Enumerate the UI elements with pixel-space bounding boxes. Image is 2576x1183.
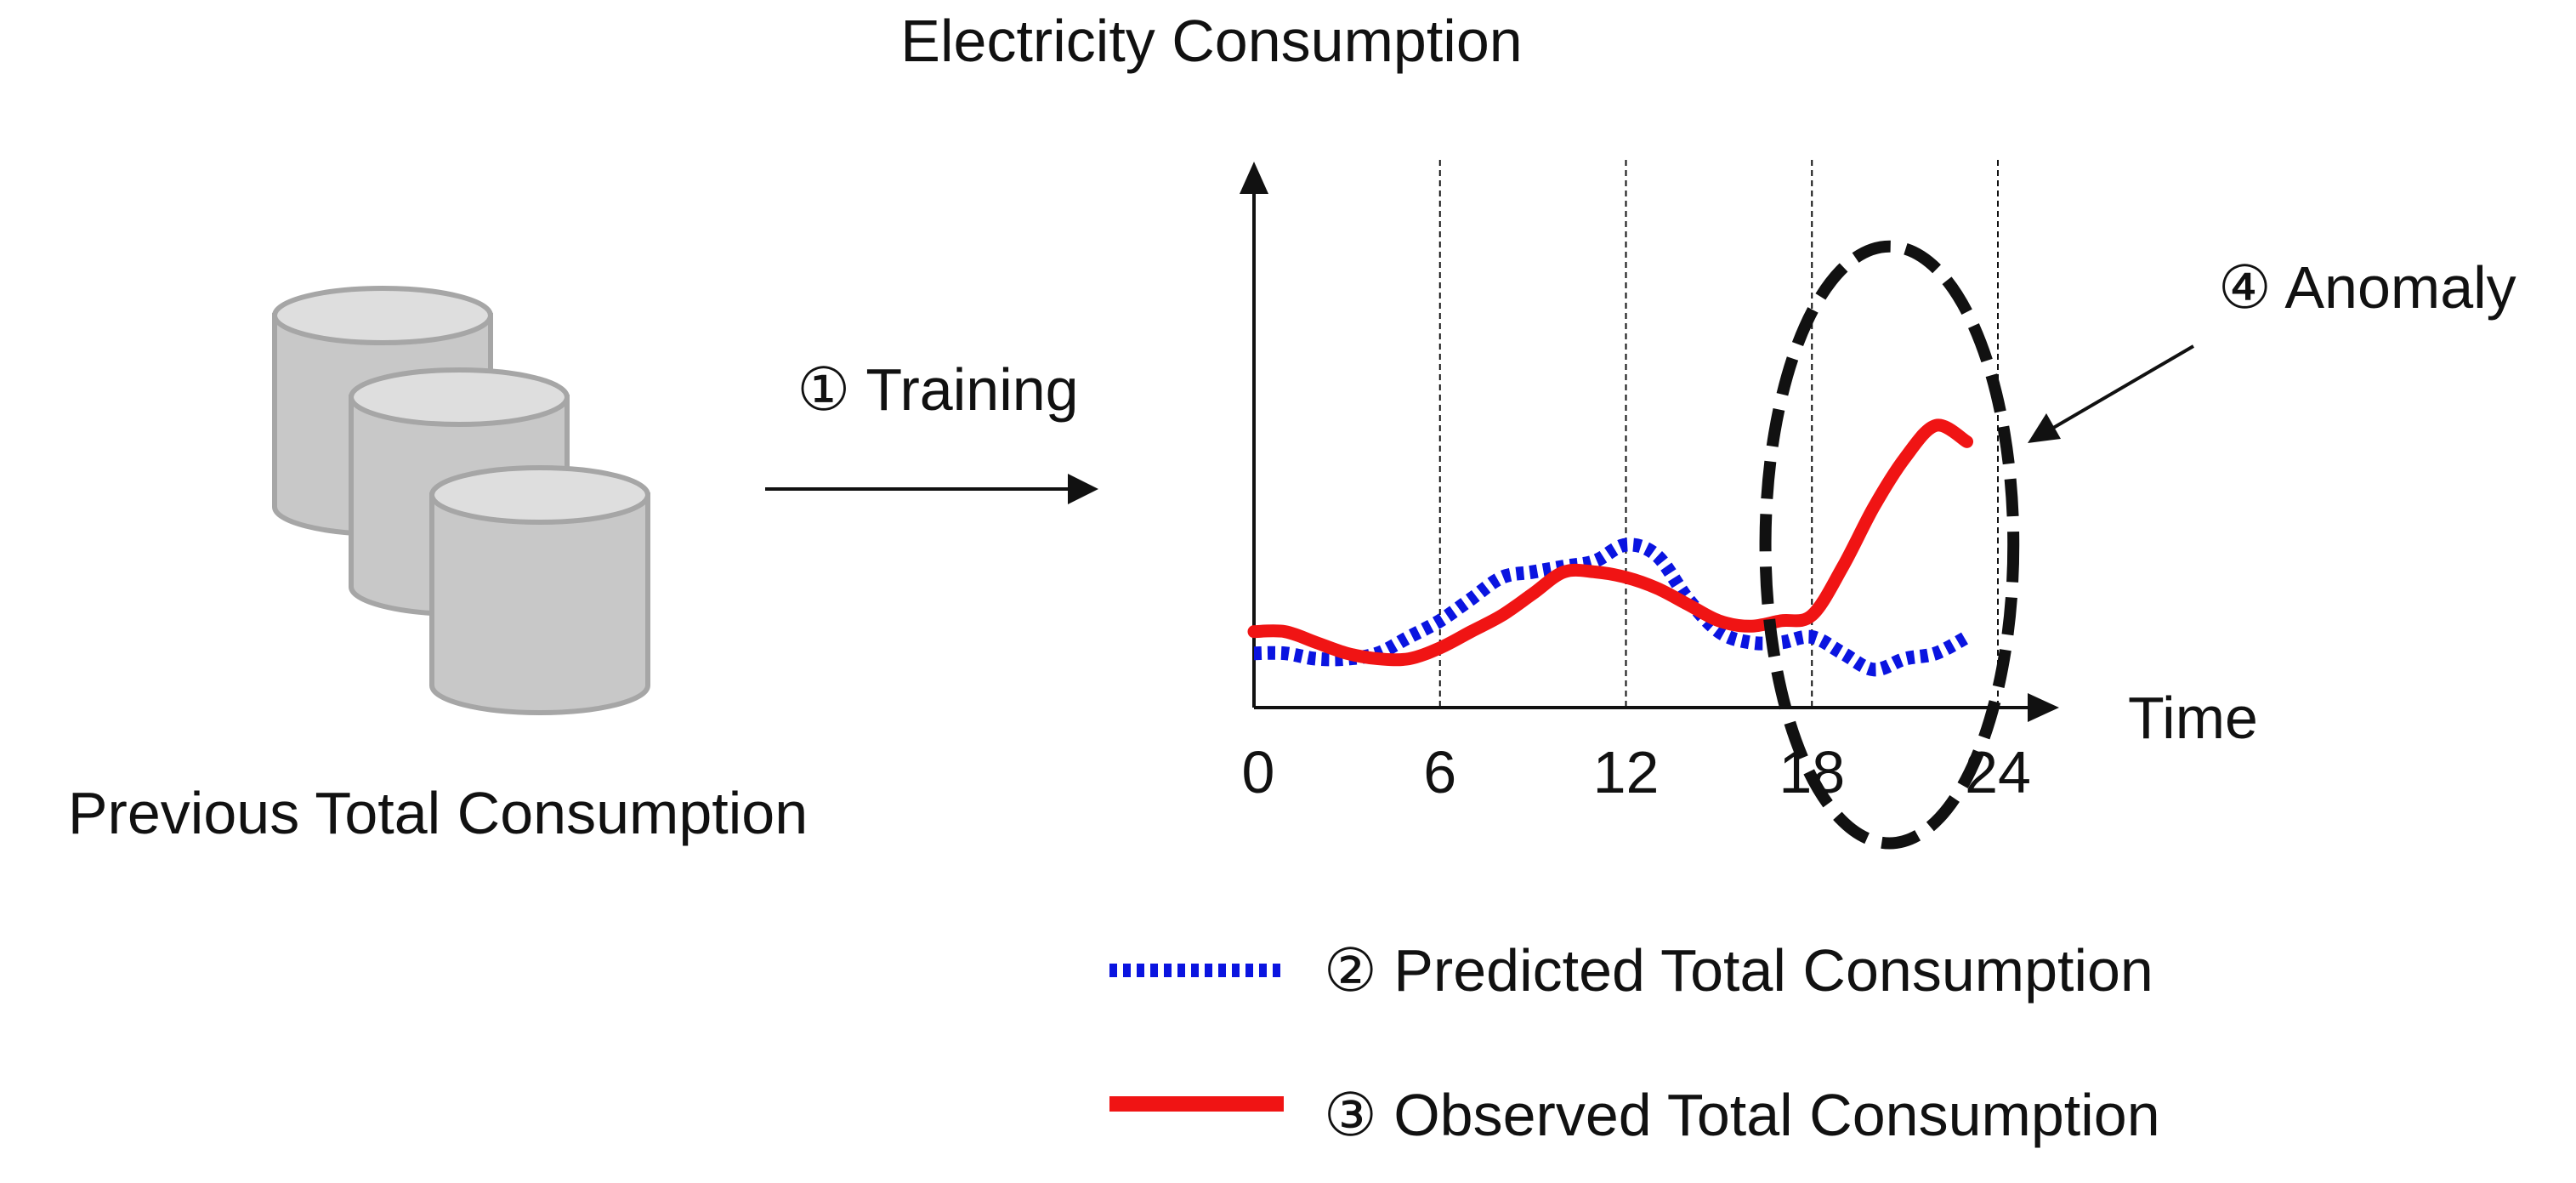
x-tick-labels: 0 6 12 18 24 xyxy=(1242,739,2031,805)
x-tick-label: 12 xyxy=(1593,739,1660,805)
y-axis-arrowhead xyxy=(1240,162,1268,194)
chart-title: Electricity Consumption xyxy=(900,8,1522,74)
database-icon xyxy=(272,286,650,715)
database-cylinder xyxy=(429,465,650,715)
legend: ② Predicted Total Consumption ③ Observed… xyxy=(1109,937,2160,1148)
predicted-consumption-line xyxy=(1253,537,1971,677)
database-caption: Previous Total Consumption xyxy=(68,780,808,846)
anomaly-label: ④ Anomaly xyxy=(2218,254,2516,321)
chart-axes xyxy=(1240,162,2059,722)
anomaly-circle xyxy=(1759,240,2020,850)
x-tick-label: 0 xyxy=(1242,739,1275,805)
anomaly-arrow xyxy=(2028,344,2195,443)
training-label: ① Training xyxy=(797,356,1078,423)
x-tick-label: 6 xyxy=(1423,739,1456,805)
training-arrow xyxy=(765,474,1098,504)
x-axis-label: Time xyxy=(2128,685,2258,751)
x-axis-arrowhead xyxy=(2028,693,2059,722)
legend-observed-label: ③ Observed Total Consumption xyxy=(1324,1082,2160,1148)
legend-predicted-label: ② Predicted Total Consumption xyxy=(1324,937,2153,1004)
observed-consumption-line xyxy=(1247,418,1974,667)
